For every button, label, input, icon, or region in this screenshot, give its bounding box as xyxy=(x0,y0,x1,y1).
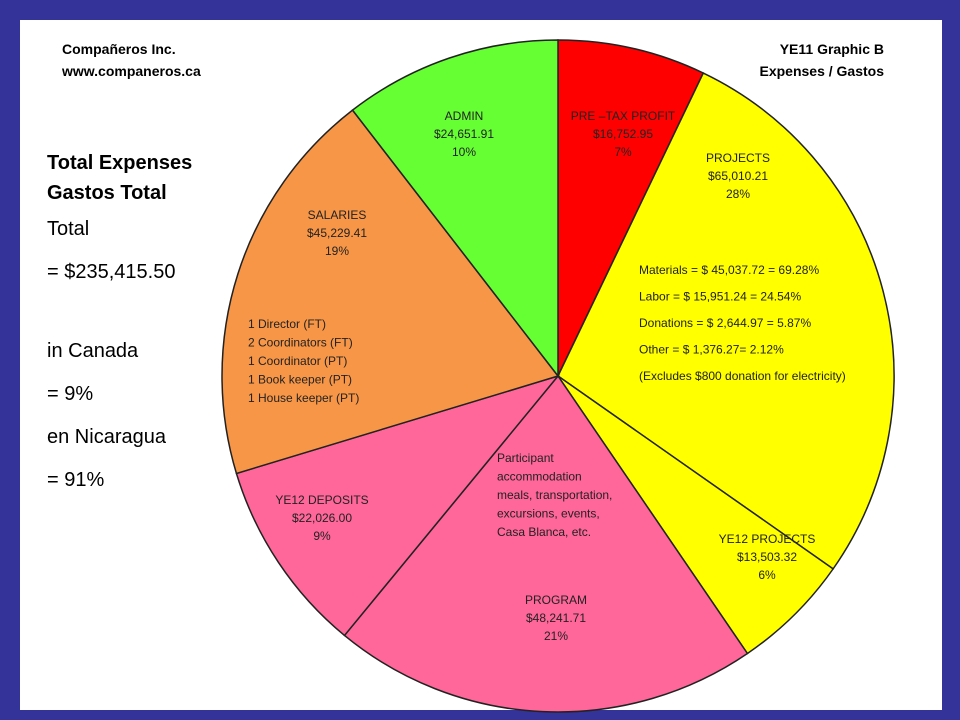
summary-panel: Total Expenses Gastos Total Total = $235… xyxy=(47,148,192,502)
slice-label: 21% xyxy=(544,629,568,643)
salaries-breakdown-line: 1 House keeper (PT) xyxy=(248,391,359,405)
slice-label: $45,229.41 xyxy=(307,226,367,240)
pie-slice-program xyxy=(343,374,749,713)
graphic-header: YE11 Graphic B Expenses / Gastos xyxy=(759,38,884,82)
salaries-breakdown-line: 2 Coordinators (FT) xyxy=(248,336,353,350)
graphic-id: YE11 Graphic B xyxy=(779,41,884,57)
slice-label: SALARIES xyxy=(308,208,367,222)
program-breakdown-line: Casa Blanca, etc. xyxy=(497,525,591,539)
canada-value: = 9% xyxy=(47,383,94,405)
canada-label: in Canada xyxy=(47,340,139,362)
program-breakdown-line: excursions, events, xyxy=(497,507,600,521)
projects-breakdown-line: Labor = $ 15,951.24 = 24.54% xyxy=(639,290,801,304)
pie-slice-salaries xyxy=(221,109,560,475)
slice-label: 10% xyxy=(452,145,476,159)
company-block: Compañeros Inc. www.companeros.ca xyxy=(62,38,201,82)
graphic-title: Expenses / Gastos xyxy=(759,63,884,79)
slice-label: 19% xyxy=(325,244,349,258)
pie-slice-projects xyxy=(557,72,895,570)
slice-label: $16,752.95 xyxy=(593,127,653,141)
summary-title-es: Gastos Total xyxy=(47,182,167,204)
company-website: www.companeros.ca xyxy=(62,63,201,79)
slice-label: $13,503.32 xyxy=(737,550,797,564)
projects-breakdown-line: Donations = $ 2,644.97 = 5.87% xyxy=(639,316,811,330)
salaries-breakdown-line: 1 Director (FT) xyxy=(248,317,326,331)
program-breakdown-line: accommodation xyxy=(497,470,582,484)
program-breakdown-line: Participant xyxy=(497,451,554,465)
pie-slice-admin xyxy=(351,39,559,379)
pie-slice-ye12-deposits xyxy=(235,374,561,637)
slice-label: $22,026.00 xyxy=(292,511,352,525)
projects-breakdown-line: (Excludes $800 donation for electricity) xyxy=(639,369,846,383)
slice-label: $24,651.91 xyxy=(434,127,494,141)
total-value: = $235,415.50 xyxy=(47,261,176,283)
company-name: Compañeros Inc. xyxy=(62,41,176,57)
slice-label: YE12 PROJECTS xyxy=(719,532,816,546)
slice-label: $65,010.21 xyxy=(708,169,768,183)
total-label: Total xyxy=(47,218,90,240)
slice-label: PROGRAM xyxy=(525,593,587,607)
salaries-breakdown-line: 1 Book keeper (PT) xyxy=(248,373,352,387)
slice-label: $48,241.71 xyxy=(526,611,586,625)
slice-label: PROJECTS xyxy=(706,151,770,165)
slice-label: 7% xyxy=(614,145,632,159)
pie-slice-pre-tax-profit xyxy=(557,39,705,377)
slice-label: ADMIN xyxy=(445,109,484,123)
projects-breakdown-line: Other = $ 1,376.27= 2.12% xyxy=(639,343,784,357)
slice-label: YE12 DEPOSITS xyxy=(275,493,368,507)
projects-breakdown-line: Materials = $ 45,037.72 = 69.28% xyxy=(639,263,819,277)
slice-label: 28% xyxy=(726,187,750,201)
slice-label: PRE –TAX PROFIT xyxy=(571,109,676,123)
slice-label: 9% xyxy=(313,529,331,543)
salaries-breakdown-line: 1 Coordinator (PT) xyxy=(248,354,347,368)
nicaragua-value: = 91% xyxy=(47,469,105,491)
slice-label: 6% xyxy=(758,568,776,582)
summary-title-en: Total Expenses xyxy=(47,152,193,174)
program-breakdown-line: meals, transportation, xyxy=(497,488,612,502)
nicaragua-label: en Nicaragua xyxy=(47,426,166,448)
